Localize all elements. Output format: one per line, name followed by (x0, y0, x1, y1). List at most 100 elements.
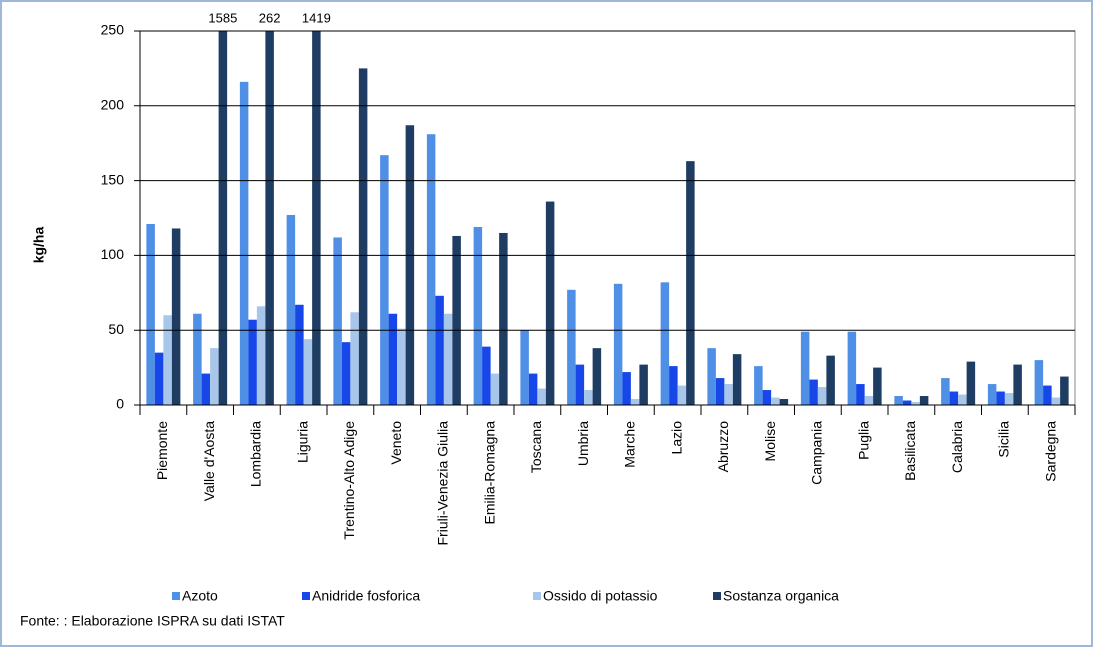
legend-label: Ossido di potassio (543, 588, 658, 604)
x-tick-label: Puglia (855, 421, 871, 460)
bar (473, 226, 483, 405)
bar (762, 390, 772, 405)
bar (1004, 393, 1014, 405)
bar (575, 364, 585, 405)
x-tick-label: Sardegna (1042, 421, 1058, 482)
x-tick-label: Emilia-Romagna (481, 421, 497, 525)
bar (826, 355, 835, 405)
bar (724, 384, 733, 405)
value-label: 1419 (302, 10, 331, 25)
bar (639, 364, 648, 405)
bar (388, 313, 398, 405)
bar (911, 402, 920, 405)
bar (201, 373, 211, 405)
source: Fonte: : Elaborazione ISPRA su dati ISTA… (20, 613, 285, 629)
bar (490, 373, 500, 405)
x-tick-label: Lazio (668, 421, 684, 455)
bar (248, 319, 257, 405)
bar (847, 331, 857, 405)
bar (333, 237, 342, 405)
bar (754, 366, 763, 405)
legend-label: Sostanza organica (723, 588, 839, 604)
y-tick-label: 200 (101, 97, 125, 113)
y-tick-label: 150 (101, 171, 125, 187)
bar (312, 31, 321, 405)
bar (584, 390, 593, 405)
bar (660, 282, 670, 405)
x-tick-label: Molise (762, 421, 778, 462)
x-tick-label: Trentino-Alto Adige (341, 421, 357, 540)
bar (545, 201, 555, 405)
x-tick-label: Basilicata (902, 421, 918, 481)
bar (800, 331, 810, 405)
bar (592, 348, 602, 405)
bar (894, 396, 903, 405)
bar (1060, 376, 1069, 405)
x-tick-label: Campania (809, 421, 825, 485)
bar (677, 385, 687, 405)
bar (809, 379, 818, 405)
bar (613, 283, 623, 405)
bar (1013, 364, 1022, 405)
bar (397, 328, 406, 405)
bar (622, 372, 631, 405)
bar (630, 399, 640, 405)
bar (303, 339, 313, 405)
y-tick-label: 50 (108, 321, 124, 337)
bar (715, 378, 725, 405)
legend-label: Azoto (182, 588, 218, 604)
bar (941, 378, 950, 405)
bar (452, 235, 461, 405)
x-tick-label: Friuli-Venezia Giulia (435, 421, 451, 546)
bar (528, 373, 538, 405)
bar (499, 232, 508, 405)
bar (218, 31, 228, 405)
bar (265, 31, 274, 405)
bar (350, 312, 359, 405)
bar (154, 352, 164, 405)
bar (732, 354, 742, 405)
bar (405, 125, 415, 406)
bar (239, 81, 249, 405)
bar (286, 215, 296, 405)
y-tick-label: 250 (101, 22, 125, 38)
bar (256, 306, 266, 405)
value-label: 262 (259, 10, 281, 25)
x-tick-label: Abruzzo (715, 421, 731, 473)
bar (358, 68, 368, 406)
legend-label: Anidride fosforica (312, 588, 420, 604)
x-tick-label: Marche (622, 421, 638, 468)
bar (435, 295, 444, 405)
bar (919, 396, 929, 405)
bar (295, 304, 304, 405)
bar (771, 397, 780, 405)
bar (171, 228, 181, 405)
bar (856, 384, 865, 405)
legend-swatch (302, 592, 310, 600)
bar (341, 342, 351, 405)
y-axis-title: kg/ha (31, 227, 47, 264)
x-tick-label: Toscana (528, 421, 544, 473)
x-tick-label: Liguria (294, 421, 310, 463)
bar (1051, 397, 1061, 405)
bar (669, 366, 678, 405)
bar (210, 348, 219, 405)
bar (567, 289, 576, 405)
y-tick-label: 0 (116, 396, 124, 412)
bar (949, 391, 959, 405)
x-tick-label: Umbria (575, 421, 591, 466)
x-tick-label: Calabria (949, 421, 965, 473)
legend-swatch (713, 592, 721, 600)
bar (686, 161, 695, 405)
bar (426, 134, 436, 405)
x-tick-label: Sicilia (996, 421, 1012, 458)
legend-swatch (533, 592, 541, 600)
bar (146, 223, 155, 405)
bar (707, 348, 716, 405)
y-tick-label: 100 (101, 246, 125, 262)
bar (443, 313, 453, 405)
bar (966, 361, 976, 405)
bar (1043, 385, 1052, 405)
bar (193, 313, 202, 405)
